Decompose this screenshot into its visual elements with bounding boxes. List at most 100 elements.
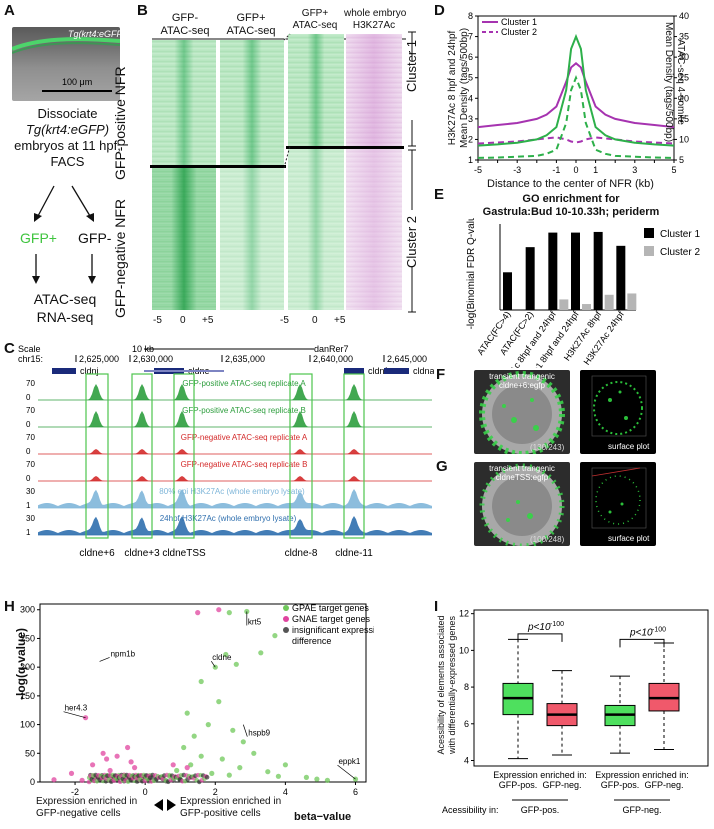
annotation-leader bbox=[242, 724, 248, 737]
h-left-note: Expression enriched in GFP-negative cells bbox=[36, 796, 138, 819]
b-tick-left-2: 0 bbox=[180, 315, 186, 326]
x-tick-label: -2 bbox=[71, 787, 79, 797]
d-xlabel: Distance to the center of NFR (kb) bbox=[487, 178, 654, 190]
series-line-0 bbox=[477, 61, 675, 129]
y-tick-label: 4 bbox=[464, 755, 469, 765]
track-min: 0 bbox=[26, 420, 31, 429]
point-gnae bbox=[125, 744, 131, 751]
track-min: 0 bbox=[26, 393, 31, 402]
g-caption-1: transient trangenic bbox=[489, 464, 555, 473]
legend-label: insignificant expression bbox=[292, 625, 374, 635]
point-gpae bbox=[272, 633, 278, 639]
krt4-egfp-micrograph: Tg(krt4:eGFP) 11 hpf 100 μm bbox=[12, 27, 120, 101]
heatmap-h3k27ac-c2 bbox=[346, 149, 402, 310]
gfp-pos-label: GFP+ bbox=[20, 230, 57, 246]
track-name: 24hpf H3K27Ac (whole embryo lysate) bbox=[160, 514, 297, 523]
track-min: 0 bbox=[26, 474, 31, 483]
y-right-tick-label: 40 bbox=[679, 11, 689, 21]
gene-label: cldna bbox=[413, 366, 434, 376]
panel-g-label: G bbox=[436, 458, 448, 475]
coord-label: 2,645,000 bbox=[387, 354, 427, 364]
group-label: Expression enriched in: bbox=[493, 770, 587, 780]
heatmap-gfppos-right-c2 bbox=[288, 149, 344, 310]
coord-label: 2,630,000 bbox=[133, 354, 173, 364]
nfr-density-chart: -5 -3 -1 0 1 3 512345678510152025303540Cluster… bbox=[468, 11, 689, 175]
annotation-leader bbox=[63, 711, 86, 719]
h-right-note: Expression enriched in GFP-positive cells bbox=[180, 796, 282, 819]
track-name: 80% epi H3K27Ac (whole embryo lysate) bbox=[159, 487, 305, 496]
x-tick-label: 3 bbox=[632, 165, 637, 175]
b-tick-right-3: +5 bbox=[334, 315, 346, 326]
protocol-text: Dissociate Tg(krt4:eGFP) embryos at 11 h… bbox=[0, 106, 135, 170]
y-left-tick-label: 1 bbox=[468, 155, 473, 165]
track-max: 30 bbox=[26, 514, 35, 523]
series-line-2 bbox=[477, 33, 675, 147]
col2-header: GFP+ ATAC-seq bbox=[226, 12, 276, 37]
g-surface-plot: surface plot bbox=[580, 462, 656, 546]
f-caption-1: transient trangenic bbox=[489, 372, 555, 381]
panel-i-label: I bbox=[434, 598, 439, 615]
point-dense bbox=[147, 775, 153, 780]
element-highlight bbox=[343, 373, 365, 539]
track-signal bbox=[38, 384, 432, 400]
point-gpae bbox=[181, 744, 187, 751]
go-enrichment-chart: ATAC(FC>4)ATAC(FC>2)H3K27Ac 8hpf and 24h… bbox=[466, 218, 700, 368]
coord-label: 2,635,000 bbox=[225, 354, 265, 364]
d-ylabel-right: ATAC-seq 4-somite Mean Density (tags/500b… bbox=[663, 22, 686, 143]
annotation-leader bbox=[337, 764, 356, 780]
legend-label: GPAE target genes bbox=[292, 603, 369, 613]
track-min: 0 bbox=[26, 447, 31, 456]
y-left-tick-label: 5 bbox=[468, 73, 473, 83]
h-xlabel: beta−value bbox=[294, 811, 352, 823]
point-gpae bbox=[198, 753, 204, 759]
assay-text: ATAC-seq RNA-seq bbox=[0, 290, 130, 326]
point-gnae bbox=[104, 756, 110, 762]
point-gpae bbox=[233, 661, 239, 667]
point-gnae bbox=[114, 753, 120, 759]
x-tick-label: 5 bbox=[671, 165, 676, 175]
x-tick-label: 0 bbox=[143, 787, 148, 797]
panel-b-label: B bbox=[137, 2, 148, 19]
d-ylabel-left: H3K27Ac 8 hpf and 24hpf Mean Density (tag… bbox=[447, 27, 470, 148]
annotation-krt5: krt5 bbox=[248, 617, 262, 626]
track-min: 1 bbox=[26, 528, 31, 537]
series-line-3 bbox=[477, 74, 675, 159]
panel-d-label: D bbox=[434, 2, 445, 19]
g-caption-2: cldneTSS:egfp bbox=[495, 473, 549, 482]
y-tick-label: 300 bbox=[20, 605, 35, 615]
protocol-line-1: Dissociate bbox=[37, 106, 98, 121]
scale-label: Scale bbox=[18, 344, 41, 354]
track-max: 30 bbox=[26, 487, 35, 496]
p-value-exponent: -100 bbox=[550, 621, 564, 628]
y-tick-label: 6 bbox=[464, 719, 469, 729]
y-right-tick-label: 15 bbox=[679, 114, 689, 124]
element-label: cldneTSS bbox=[162, 548, 206, 559]
element-label: cldne-11 bbox=[335, 548, 373, 559]
y-tick-label: 8 bbox=[464, 682, 469, 692]
point-gnae bbox=[100, 750, 106, 756]
point-gpae bbox=[282, 762, 288, 768]
legend-swatch bbox=[644, 246, 654, 256]
significance-bracket bbox=[517, 633, 563, 642]
track-signal bbox=[38, 476, 432, 481]
x-tick-label: -3 bbox=[513, 165, 521, 175]
col1-header: GFP- ATAC-seq bbox=[160, 12, 210, 37]
assay-atac: ATAC-seq bbox=[33, 291, 97, 307]
expr-label: GFP-pos. bbox=[499, 780, 538, 790]
coord-label: 2,625,000 bbox=[79, 354, 119, 364]
element-highlight bbox=[85, 373, 109, 539]
gene-model bbox=[384, 368, 409, 374]
cluster-brackets bbox=[408, 31, 416, 313]
track-signal bbox=[38, 489, 432, 508]
legend-label-2: Cluster 2 bbox=[501, 27, 537, 37]
point-gpae bbox=[174, 767, 180, 774]
point-gpae bbox=[184, 710, 190, 716]
x-tick-label: -5 bbox=[474, 165, 482, 175]
bar-cluster-2 bbox=[604, 294, 614, 310]
y-right-tick-label: 10 bbox=[679, 134, 689, 144]
point-gpae bbox=[219, 756, 225, 762]
significance-bracket bbox=[619, 638, 665, 648]
point-gpae bbox=[314, 776, 320, 782]
f-surface-label: surface plot bbox=[608, 442, 650, 451]
